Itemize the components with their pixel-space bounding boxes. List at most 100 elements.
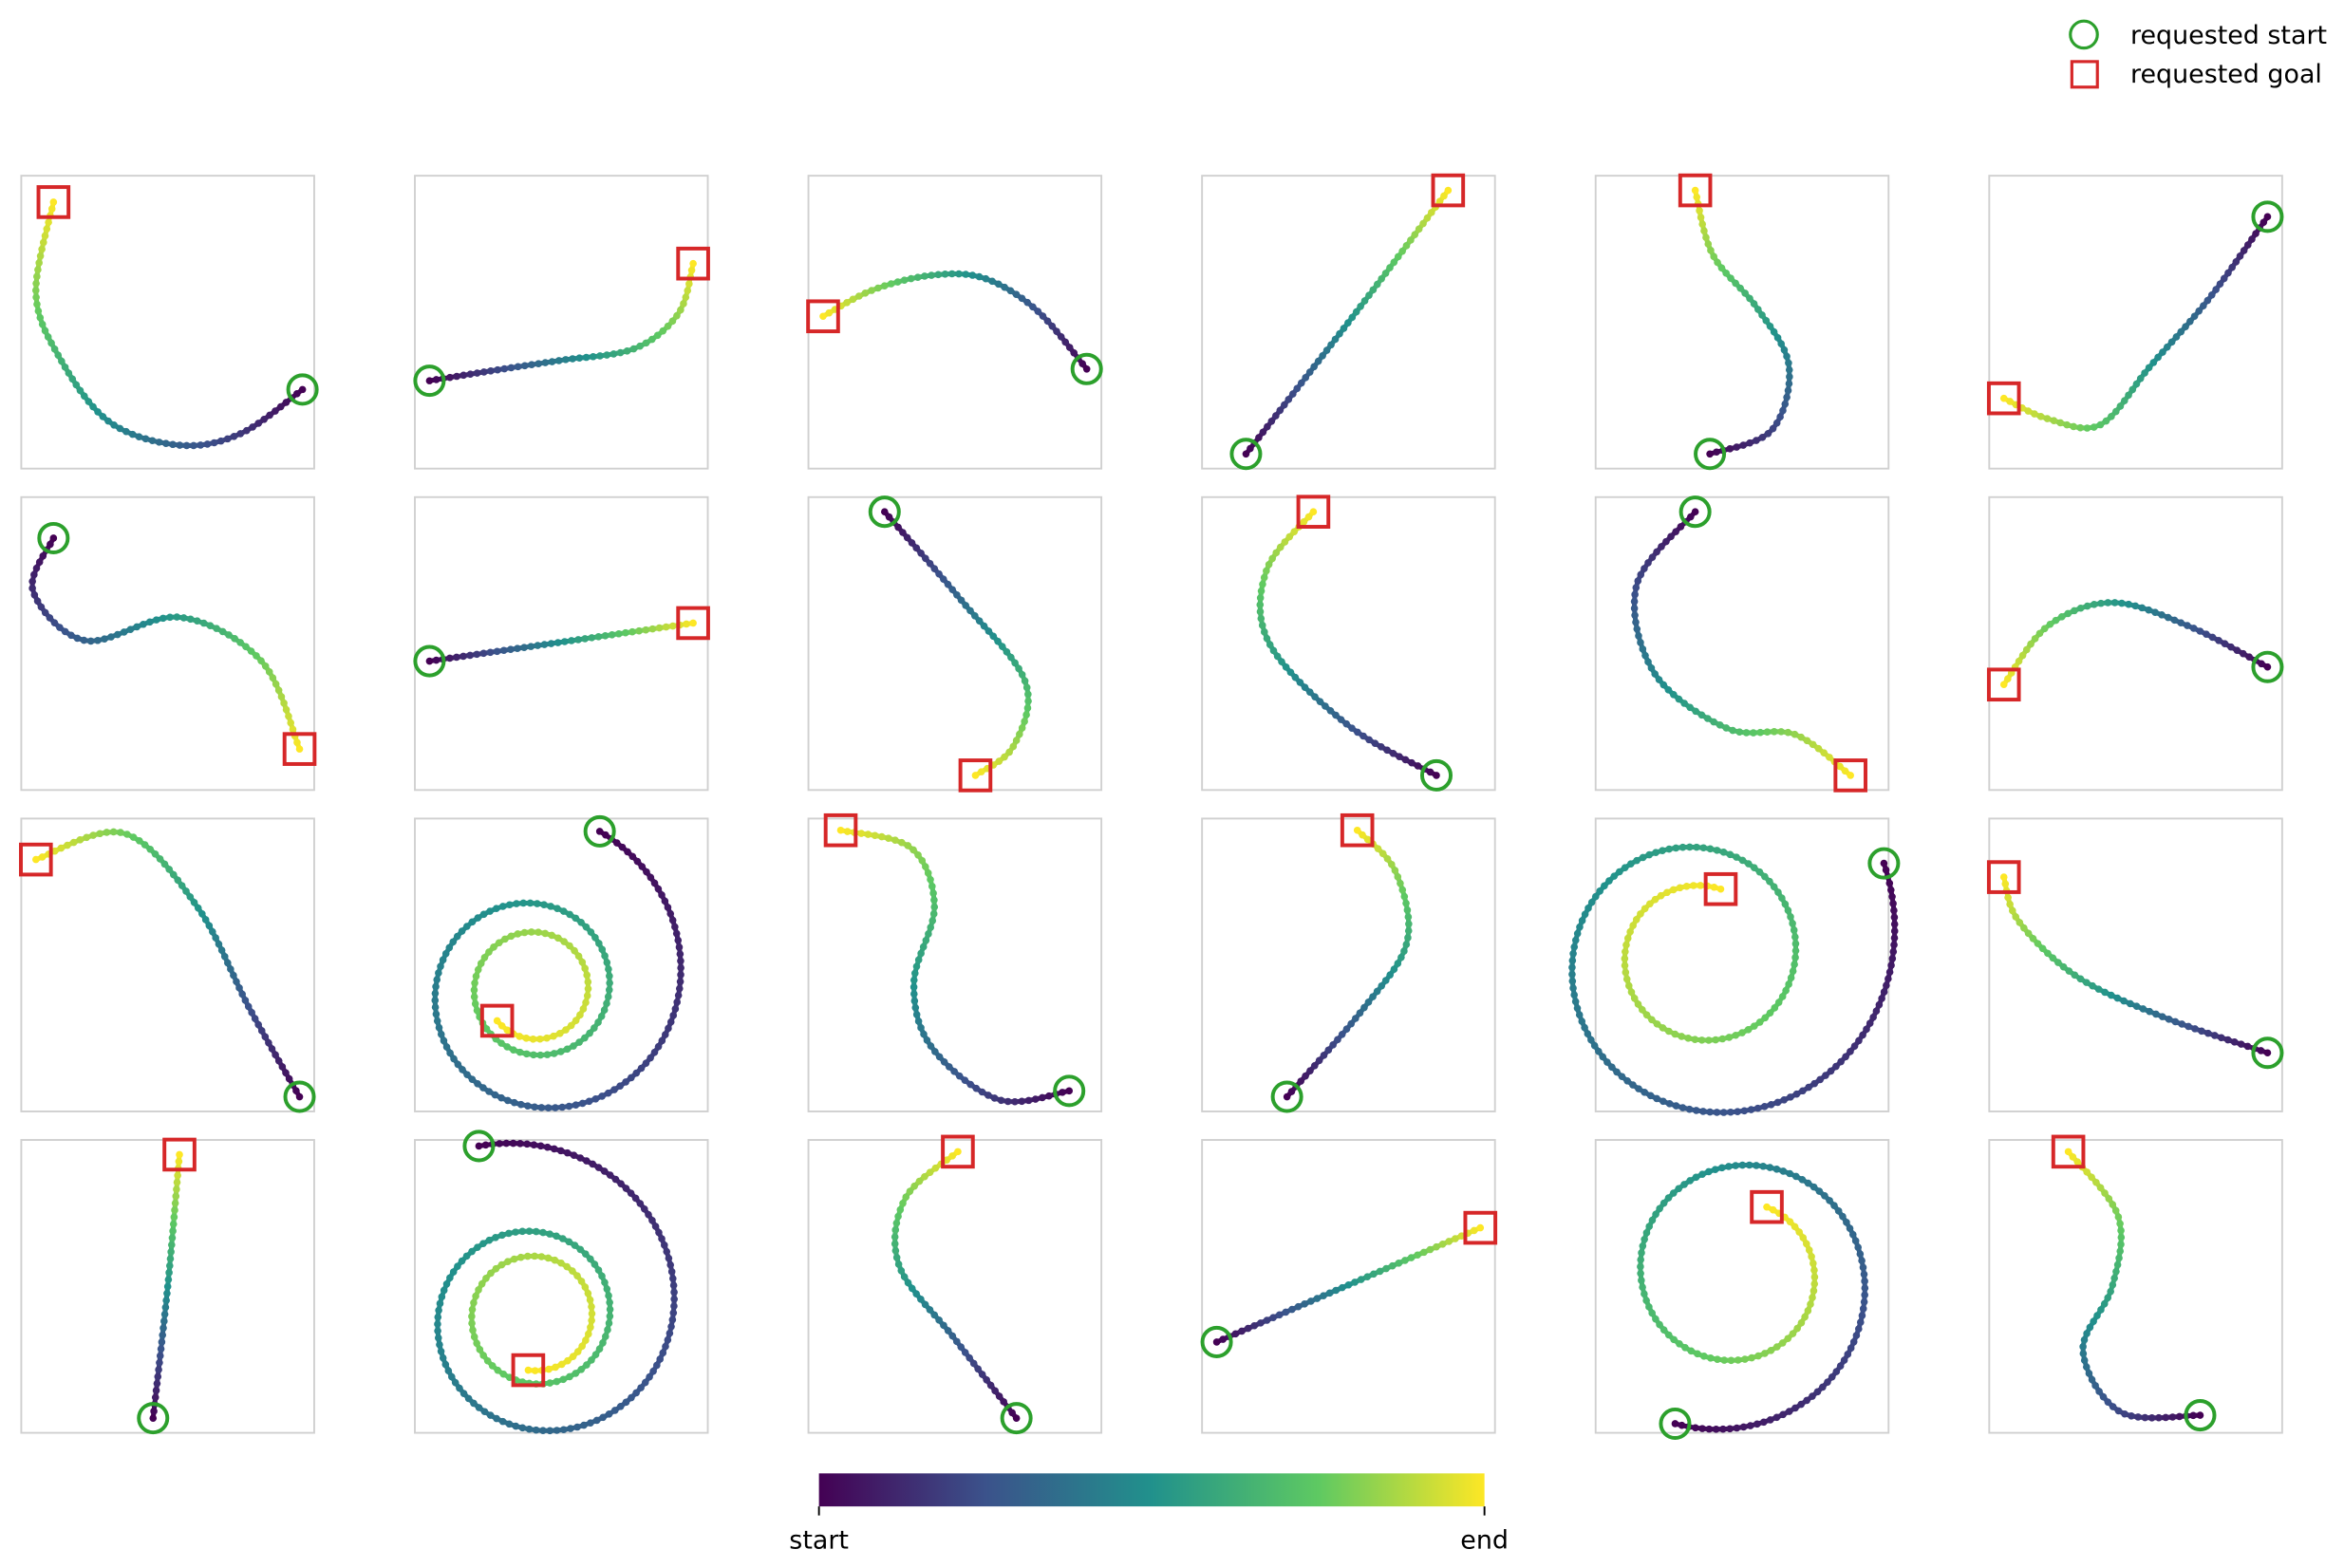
trajectory-point [928,271,935,279]
trajectory-point [1755,1018,1764,1026]
trajectory-point [637,1384,645,1391]
trajectory-point [1419,219,1427,228]
trajectory-point [531,1367,539,1374]
colorbar: start end [789,1473,1509,1555]
trajectory-point [968,271,977,279]
trajectory-point [1739,1423,1748,1431]
trajectory-point [94,636,102,644]
trajectory-point [677,306,684,314]
trajectory-point [437,962,444,970]
trajectory-point [2116,402,2125,410]
trajectory-point [151,1393,159,1402]
trajectory-point [1568,970,1576,979]
trajectory-point [1799,1234,1808,1241]
trajectory-point [1861,1278,1868,1285]
trajectory-point [2258,660,2265,668]
trajectory-point [1616,868,1623,876]
trajectory-point [1747,1106,1755,1113]
trajectory-point [2092,1178,2100,1186]
trajectory-point [34,307,43,315]
trajectory-point [1841,767,1849,775]
trajectory-point [1771,728,1778,736]
trajectory-point [561,638,569,645]
trajectory-point [80,392,88,401]
trajectory-point [588,1316,595,1325]
trajectory-point [495,939,503,947]
trajectory-point [2004,893,2012,902]
trajectory-point [520,644,528,651]
trajectory-point [485,948,493,956]
trajectory-point [849,295,857,304]
trajectory-point [499,1370,508,1378]
trajectory-point [677,963,684,972]
trajectory-point [2134,1413,2142,1421]
trajectory-point [498,903,507,910]
trajectory-point [587,1419,594,1427]
trajectory-point [954,1148,962,1156]
trajectory-point [466,370,475,379]
trajectory-point [1814,744,1823,753]
trajectory-point [265,668,273,676]
trajectory-point [526,899,534,907]
panel-frame [414,495,709,792]
trajectory-point [2094,985,2103,993]
trajectory-point [47,540,54,549]
trajectory-point [1727,1108,1735,1116]
trajectory-point [490,943,497,951]
trajectory-point [1660,1199,1668,1207]
trajectory-point [1339,1283,1346,1292]
trajectory-point [1665,845,1673,853]
trajectory-point [1753,1162,1760,1169]
trajectory-point [825,308,834,317]
trajectory-point [1016,730,1023,738]
trajectory-point [2109,1403,2117,1410]
trajectory-point [2207,291,2216,299]
trajectory-point [1256,601,1265,608]
trajectory-point [908,1284,916,1293]
trajectory-point [432,656,441,664]
trajectory-point [1745,1161,1753,1169]
trajectory-point [594,633,603,641]
trajectory-point [1003,648,1011,656]
trajectory-point [669,1012,678,1019]
trajectory-point [1390,965,1398,973]
trajectory-point [1790,926,1798,934]
trajectory-point [569,355,576,363]
panel-frame [1594,175,1890,470]
trajectory-point [540,641,549,648]
trajectory-point [205,922,214,930]
trajectory-point [1310,363,1318,371]
trajectory-point [512,1422,520,1430]
panel-frame [807,495,1103,792]
trajectory-point [547,640,555,647]
goal-marker [1986,667,2021,702]
trajectory-point [1635,1085,1642,1092]
trajectory-point [2082,979,2091,986]
trajectory-point [2139,1005,2147,1013]
trajectory-point [1839,1212,1847,1221]
trajectory-point [664,904,672,911]
trajectory-point [1776,413,1784,421]
trajectory-point [499,646,508,655]
trajectory-point [468,1313,476,1320]
trajectory-point [914,850,922,859]
trajectory-point [1414,1251,1421,1260]
trajectory-point [2141,369,2148,377]
trajectory-point [598,1092,606,1100]
trajectory-point [2189,625,2198,632]
colorbar-label: start [789,1525,849,1555]
trajectory-point [1698,1170,1706,1179]
trajectory-point [1407,1254,1416,1261]
trajectory-point [468,1319,476,1327]
trajectory-point [1754,306,1762,313]
goal-marker [479,1003,515,1038]
trajectory-point [669,1275,677,1282]
trajectory-point [1810,1273,1819,1281]
trajectory-point [664,1335,672,1344]
trajectory-point [151,849,159,858]
trajectory-point [2208,633,2217,642]
trajectory-point [1641,1290,1648,1298]
trajectory-point [1736,284,1744,292]
trajectory-point [166,1255,175,1263]
trajectory-point [1608,1063,1616,1072]
